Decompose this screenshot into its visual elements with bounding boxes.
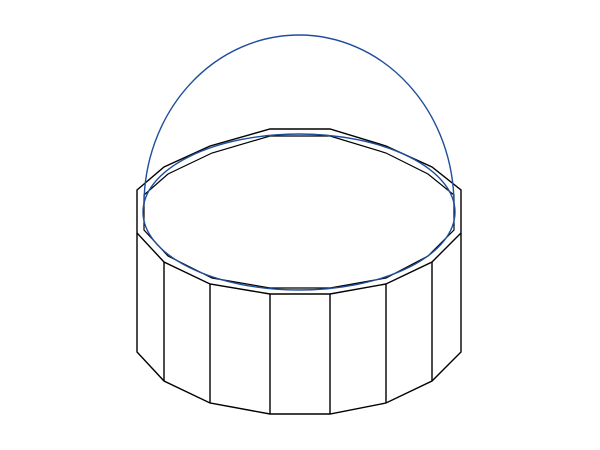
dome-base-ellipse (142, 133, 456, 291)
dome-arc (143, 34, 455, 206)
prism-bottom-edge (136, 233, 462, 415)
dome (142, 34, 456, 291)
prism-top-inner-rim (143, 135, 455, 289)
prism-top-outer-rim (136, 128, 462, 295)
prism (136, 128, 462, 415)
